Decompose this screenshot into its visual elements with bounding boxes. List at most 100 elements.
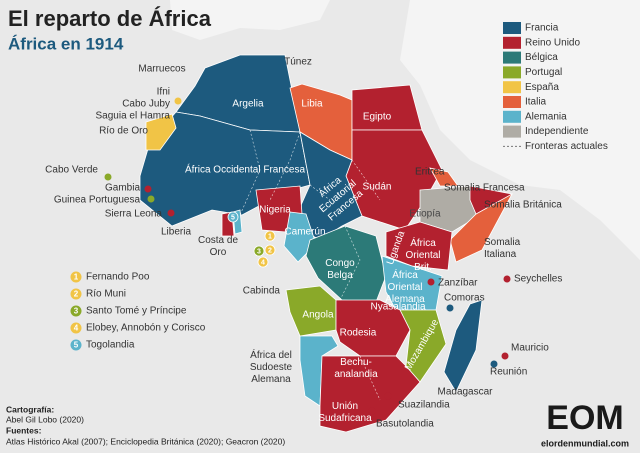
island-label: Fernando Poo [86, 272, 150, 283]
map-label: Cabinda [243, 286, 281, 297]
map-label: Eritrea [415, 167, 445, 178]
map-label: Camerún [284, 227, 325, 238]
map-label: Basutolandia [376, 419, 434, 430]
spanish-sahara [145, 113, 177, 151]
map-label: Unión Sudafricana [318, 401, 372, 424]
map-label-line: Brit. [414, 262, 432, 273]
island-number: 3 [74, 307, 79, 316]
colony-dots [104, 97, 511, 415]
cartography: Abel Gil Lobo (2020) [6, 414, 84, 424]
map-label-line: Oriental [405, 250, 440, 261]
island-number: 5 [74, 341, 79, 350]
legend-swatch [503, 22, 521, 34]
map-label: Seychelles [514, 274, 562, 285]
map-label: Gambia [105, 183, 140, 194]
map-label: Río de Oro [99, 126, 148, 137]
map-label: Saguia el Hamra [96, 111, 171, 122]
map-label: Egipto [363, 112, 392, 123]
island-marker [227, 211, 239, 223]
map-label-line: Alemana [385, 294, 425, 305]
map-label: Marruecos [138, 64, 185, 75]
map-label: Somalia Británica [484, 200, 562, 211]
map-label-line: Oro [210, 247, 227, 258]
map-label-line: Sudafricana [318, 413, 372, 424]
british-east-africa [385, 221, 453, 271]
guinea-dot [147, 195, 155, 203]
island-marker-number: 3 [257, 248, 261, 255]
map-label: Comoras [444, 293, 485, 304]
seychelles-dot [503, 275, 511, 283]
map-label: Etiopía [409, 209, 441, 220]
map-label: Túnez [284, 57, 312, 68]
island-badge [70, 288, 82, 300]
legend-swatch [503, 36, 521, 49]
map-label: Congo Belga [325, 258, 355, 281]
logo-site: elordenmundial.com [541, 438, 629, 448]
map-label: Sudán [363, 182, 392, 193]
legend-swatch [503, 110, 521, 123]
map-label-line: Alemana [251, 374, 291, 385]
map-label: África Occidental Francesa [185, 163, 305, 176]
legend-label: Italia [525, 97, 547, 108]
island-marker-number: 1 [268, 233, 272, 240]
island-number: 2 [74, 290, 79, 299]
island-marker [264, 230, 276, 242]
legend-label: Francia [525, 23, 559, 34]
map-label: Nyasalandia [370, 302, 425, 313]
island-key: 1 Fernando Poo 2 Río Muni 3 Santo Tomé y Prín… [70, 211, 276, 351]
map-label: África Oriental Alemana [385, 268, 425, 305]
map-label: África Oriental Brit. [405, 236, 440, 273]
map-label: Costa de Oro [198, 235, 238, 258]
island-number: 4 [74, 324, 79, 333]
island-number: 1 [74, 273, 79, 282]
legend-label: Alemania [525, 111, 567, 122]
mauritius-dot [501, 352, 509, 360]
island-marker [264, 244, 276, 256]
union-of-south-africa [319, 355, 421, 433]
ifni-dot [174, 97, 182, 105]
map-label: Angola [302, 310, 334, 321]
map-label: Nigeria [259, 205, 291, 216]
french-equatorial-africa [297, 131, 363, 241]
map-label: Suazilandia [398, 400, 450, 411]
map-label-line: Italiana [484, 249, 517, 260]
legend-label: Reino Unido [525, 37, 580, 48]
map-label-line: Costa de [198, 235, 238, 246]
map-label-line: África del [250, 348, 292, 361]
map-label-line: Congo [325, 258, 355, 269]
island-label: Togolandia [86, 340, 135, 351]
legend-label: Fronteras actuales [525, 141, 608, 152]
map-label: Rodesia [340, 328, 377, 339]
map-label: Sierra Leona [105, 209, 163, 220]
legend-label: España [525, 82, 559, 93]
map-label: Ifni [157, 87, 170, 98]
island-marker [257, 256, 269, 268]
map-label: África del Sudoeste Alemana [250, 348, 293, 385]
island-label: Río Muni [86, 289, 126, 300]
map-label: Argelia [232, 99, 264, 110]
europe [170, 0, 330, 40]
comoros-dot [446, 304, 454, 312]
swaziland-dot [384, 392, 392, 400]
map-label-line: Unión [332, 401, 358, 412]
map-label: Cabo Juby [122, 99, 170, 110]
map-label: Reunión [490, 367, 527, 378]
subtitle: África en 1914 [8, 34, 124, 53]
legend-swatch [503, 96, 521, 108]
gambia-dot [144, 185, 152, 193]
island-marker [253, 245, 265, 257]
map-label-line: África [410, 236, 436, 249]
island-marker-number: 4 [261, 259, 265, 266]
map-label-line: África [392, 268, 418, 281]
legend-swatch [503, 81, 521, 94]
basutoland-dot [368, 407, 376, 415]
logo-mark: EOM [546, 399, 623, 437]
island-marker-number: 5 [231, 214, 235, 221]
map-label-line: Somalia [484, 237, 521, 248]
cartography-label: Cartografía: [6, 404, 54, 414]
map-label: Mauricio [511, 343, 549, 354]
legend-swatch [503, 51, 521, 64]
british-somalia [469, 185, 514, 215]
